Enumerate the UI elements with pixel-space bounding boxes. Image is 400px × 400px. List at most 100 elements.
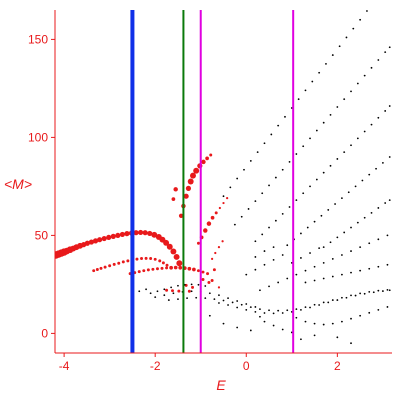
data-marks — [55, 10, 391, 345]
black-data-point — [370, 66, 373, 69]
red-data-point — [178, 265, 183, 270]
black-data-point — [268, 309, 270, 312]
black-data-point — [304, 320, 307, 323]
black-data-point — [372, 291, 375, 294]
black-data-point — [368, 311, 371, 314]
black-data-point — [263, 142, 266, 145]
black-data-point — [304, 306, 307, 309]
black-data-point — [300, 338, 302, 341]
x-axis-label: E — [216, 377, 226, 393]
red-data-point — [187, 289, 191, 293]
black-data-point — [163, 294, 166, 297]
black-data-point — [163, 288, 166, 291]
red-data-point — [117, 261, 121, 265]
red-data-point — [201, 270, 205, 274]
black-data-point — [377, 308, 380, 311]
red-data-point — [212, 268, 216, 272]
red-data-point — [210, 215, 215, 220]
black-data-point — [249, 306, 252, 309]
black-data-point — [272, 324, 275, 327]
black-data-point — [186, 297, 188, 300]
black-data-point — [331, 258, 334, 260]
black-data-point — [325, 63, 327, 65]
black-data-point — [341, 197, 343, 200]
black-data-point — [295, 153, 298, 155]
black-data-point — [245, 308, 248, 311]
red-data-point — [119, 231, 125, 238]
black-data-point — [315, 178, 318, 181]
y-tick-label: 50 — [35, 228, 49, 242]
black-data-point — [336, 299, 339, 301]
red-data-point — [196, 269, 200, 273]
black-data-point — [370, 211, 373, 214]
black-data-point — [259, 315, 261, 318]
black-data-point — [281, 212, 284, 215]
red-data-point — [173, 253, 180, 260]
black-data-point — [218, 294, 220, 297]
black-data-point — [350, 342, 352, 345]
black-data-point — [233, 223, 236, 226]
black-data-point — [300, 257, 302, 259]
red-data-point — [88, 239, 95, 245]
black-data-point — [370, 123, 373, 126]
black-data-point — [313, 322, 316, 325]
red-data-point — [106, 234, 112, 240]
black-data-point — [320, 214, 323, 217]
black-data-point — [343, 151, 346, 154]
black-data-point — [318, 304, 321, 306]
black-data-point — [354, 294, 357, 297]
black-data-point — [190, 283, 193, 286]
black-data-point — [195, 296, 198, 299]
black-data-point — [295, 199, 298, 202]
black-data-point — [384, 110, 387, 112]
black-data-point — [350, 250, 352, 252]
black-data-point — [236, 177, 239, 180]
black-data-point — [377, 207, 380, 209]
red-data-point — [158, 259, 162, 263]
black-data-point — [249, 329, 252, 332]
black-data-point — [295, 273, 298, 276]
black-data-point — [167, 299, 170, 301]
black-data-point — [286, 309, 289, 312]
black-data-point — [384, 51, 387, 54]
black-data-point — [315, 129, 318, 132]
black-data-point — [270, 133, 273, 136]
black-data-point — [274, 219, 277, 222]
red-data-point — [133, 230, 139, 236]
red-data-point — [209, 153, 213, 157]
black-data-point — [306, 226, 309, 229]
black-data-point — [281, 168, 284, 171]
red-data-point — [110, 233, 116, 239]
black-data-point — [302, 192, 305, 195]
black-data-point — [338, 45, 341, 48]
black-data-point — [213, 298, 216, 300]
red-data-point — [176, 260, 183, 267]
red-data-point — [149, 257, 153, 261]
red-data-point — [103, 265, 107, 269]
black-data-point — [249, 160, 252, 162]
black-data-point — [322, 171, 325, 174]
axes — [51, 10, 392, 357]
black-data-point — [170, 286, 173, 289]
red-data-point — [166, 243, 173, 250]
black-data-point — [359, 18, 362, 21]
red-data-point — [163, 239, 170, 246]
black-data-point — [386, 234, 389, 237]
black-data-point — [341, 296, 343, 299]
black-data-point — [231, 301, 234, 304]
black-data-point — [318, 71, 321, 74]
black-data-point — [304, 281, 307, 284]
black-data-point — [259, 289, 261, 292]
red-data-point — [84, 240, 90, 246]
black-data-point — [277, 309, 280, 312]
black-data-point — [331, 54, 334, 56]
y-tick-label: 100 — [28, 130, 48, 144]
black-data-point — [204, 285, 207, 287]
black-data-point — [274, 176, 277, 179]
black-data-point — [268, 184, 270, 187]
black-data-point — [254, 200, 257, 203]
x-tick-label: 2 — [334, 359, 341, 373]
red-data-point — [205, 156, 209, 161]
red-data-point — [126, 259, 130, 263]
black-data-point — [277, 281, 280, 284]
